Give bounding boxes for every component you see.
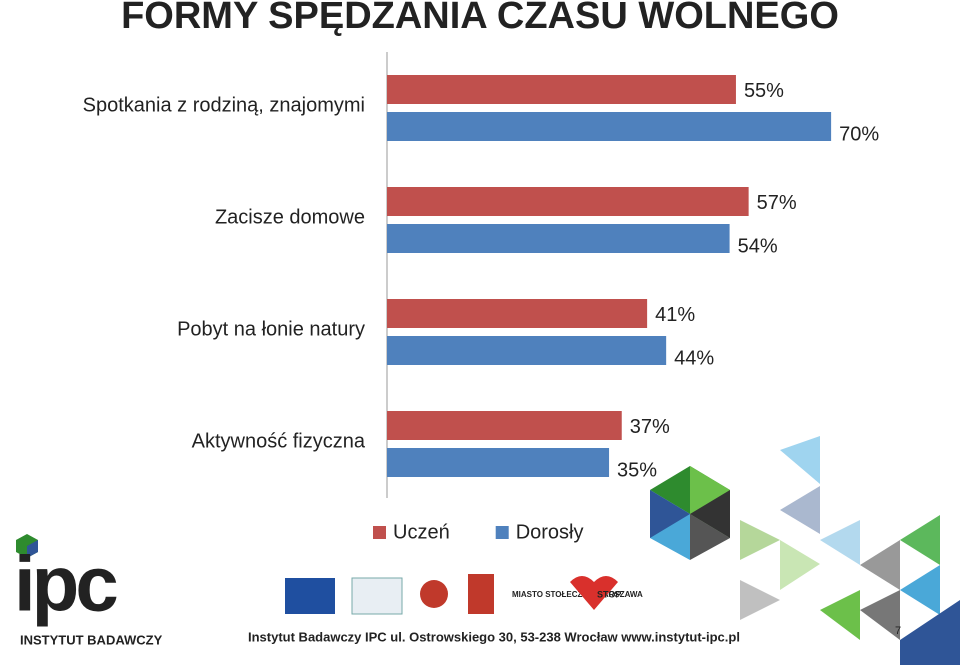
bar <box>387 448 610 477</box>
bar <box>387 187 749 216</box>
bar <box>387 112 832 141</box>
value-label: 70% <box>839 123 879 145</box>
value-label: 35% <box>617 459 657 481</box>
partner-logo-text: MIASTO STOŁECZNE WARSZAWA <box>512 590 643 599</box>
category-label: Zacisze domowe <box>215 206 365 228</box>
value-label: 41% <box>655 304 695 326</box>
ipc-logo: ipc INSTYTUT BADAWCZY <box>14 534 163 647</box>
category-label: Spotkania z rodziną, znajomymi <box>83 94 365 116</box>
legend-label: Dorosły <box>516 521 584 543</box>
category-label: Aktywność fizyczna <box>192 430 366 452</box>
value-label: 44% <box>674 347 714 369</box>
bar <box>387 224 730 253</box>
stop-logo-text: STOP <box>597 589 621 599</box>
bar <box>387 75 736 104</box>
decoration <box>650 436 960 665</box>
value-label: 37% <box>630 416 670 438</box>
category-label: Pobyt na łonie natury <box>177 318 365 340</box>
bar <box>387 411 622 440</box>
legend-label: Uczeń <box>393 521 450 543</box>
title: FORMY SPĘDZANIA CZASU WOLNEGO <box>121 0 839 37</box>
logo-caption: INSTYTUT BADAWCZY <box>20 632 163 647</box>
value-label: 57% <box>757 192 797 214</box>
footer: Instytut Badawczy IPC ul. Ostrowskiego 3… <box>248 629 740 644</box>
partner-logos: MIASTO STOŁECZNE WARSZAWA STOP <box>285 574 643 615</box>
bar <box>387 299 648 328</box>
value-label: 54% <box>738 235 778 257</box>
page-number: 7 <box>895 625 901 637</box>
legend-swatch <box>495 526 509 539</box>
legend-swatch <box>373 526 386 539</box>
bar <box>387 336 667 365</box>
logo-text: ipc <box>14 540 117 628</box>
value-label: 55% <box>744 80 784 102</box>
